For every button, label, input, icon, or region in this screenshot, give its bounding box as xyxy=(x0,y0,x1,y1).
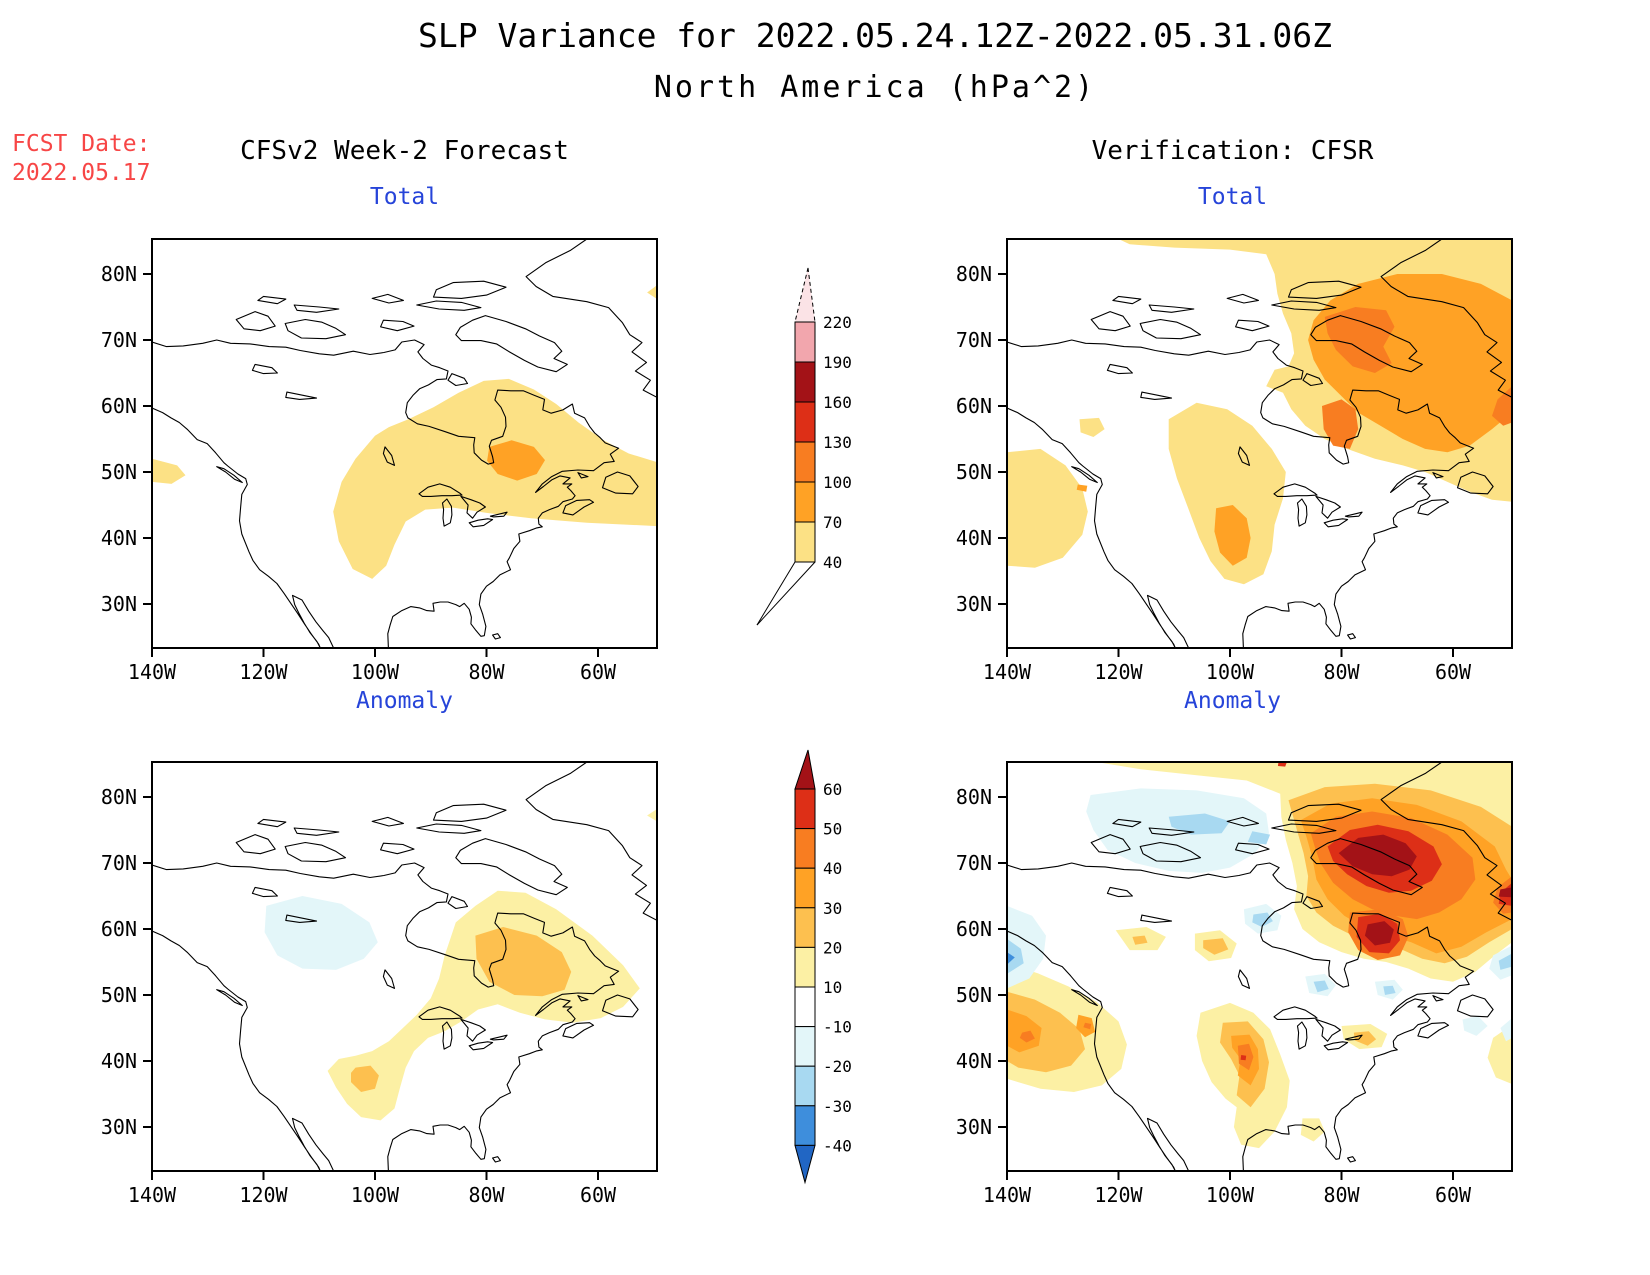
panel-title-fcst-total: Total xyxy=(369,184,440,210)
svg-text:30N: 30N xyxy=(101,592,137,616)
left-column-header: CFSv2 Week-2 Forecast xyxy=(240,136,569,166)
svg-text:130: 130 xyxy=(823,433,852,452)
svg-text:120W: 120W xyxy=(1094,660,1143,684)
svg-text:70: 70 xyxy=(823,513,842,532)
svg-text:60W: 60W xyxy=(580,1183,617,1207)
svg-text:50N: 50N xyxy=(101,460,137,484)
svg-text:60: 60 xyxy=(823,780,842,799)
svg-text:60N: 60N xyxy=(956,917,992,941)
svg-text:190: 190 xyxy=(823,353,852,372)
svg-text:80N: 80N xyxy=(101,262,137,286)
svg-text:120W: 120W xyxy=(239,1183,288,1207)
map-verif-anomaly: 80N 70N 60N 50N 40N 30N 140W 120W 100W 80W 60W xyxy=(956,761,1513,1207)
svg-text:30: 30 xyxy=(823,899,842,918)
svg-text:60W: 60W xyxy=(1435,660,1472,684)
svg-text:80N: 80N xyxy=(101,785,137,809)
svg-text:80W: 80W xyxy=(1323,1183,1360,1207)
svg-text:60W: 60W xyxy=(580,660,617,684)
svg-text:40N: 40N xyxy=(101,526,137,550)
colorbar-anomaly-scale: 60 50 40 30 20 10 -10 -20 -30 -40 xyxy=(794,749,852,1185)
svg-text:50N: 50N xyxy=(956,983,992,1007)
svg-text:60W: 60W xyxy=(1435,1183,1472,1207)
svg-text:60N: 60N xyxy=(101,917,137,941)
svg-text:-30: -30 xyxy=(823,1097,852,1116)
svg-text:30N: 30N xyxy=(101,1115,137,1139)
svg-text:20: 20 xyxy=(823,938,842,957)
svg-text:50: 50 xyxy=(823,820,842,839)
svg-text:100W: 100W xyxy=(351,660,400,684)
fcst-date-value: 2022.05.17 xyxy=(12,160,151,186)
svg-text:60N: 60N xyxy=(101,394,137,418)
svg-text:40: 40 xyxy=(823,859,842,878)
panel-title-verif-anomaly: Anomaly xyxy=(1184,688,1281,714)
svg-text:40N: 40N xyxy=(956,1049,992,1073)
svg-text:70N: 70N xyxy=(956,328,992,352)
svg-text:40: 40 xyxy=(823,553,842,572)
main-subtitle: North America (hPa^2) xyxy=(653,70,1097,105)
svg-text:80W: 80W xyxy=(1323,660,1360,684)
main-title: SLP Variance for 2022.05.24.12Z-2022.05.… xyxy=(418,16,1332,55)
svg-text:80N: 80N xyxy=(956,262,992,286)
svg-text:140W: 140W xyxy=(128,1183,177,1207)
svg-text:100W: 100W xyxy=(1206,1183,1255,1207)
fcst-date: FCST Date: 2022.05.17 xyxy=(12,130,150,188)
svg-text:40N: 40N xyxy=(101,1049,137,1073)
svg-text:60N: 60N xyxy=(956,394,992,418)
svg-text:120W: 120W xyxy=(239,660,288,684)
svg-text:100W: 100W xyxy=(1206,660,1255,684)
svg-text:120W: 120W xyxy=(1094,1183,1143,1207)
svg-text:140W: 140W xyxy=(983,660,1032,684)
colorbar-total-scale: 220 190 160 130 100 70 40 xyxy=(756,267,852,626)
map-fcst-anomaly: 80N 70N 60N 50N 40N 30N 140W 120W 100W 80W 60W xyxy=(101,761,658,1207)
svg-text:70N: 70N xyxy=(956,851,992,875)
svg-text:80W: 80W xyxy=(468,660,505,684)
svg-text:80N: 80N xyxy=(956,785,992,809)
svg-text:160: 160 xyxy=(823,393,852,412)
panel-title-fcst-anomaly: Anomaly xyxy=(356,688,453,714)
map-verif-total: 80N 70N 60N 50N 40N 30N 140W 120W 100W 80W 60W xyxy=(956,238,1513,684)
svg-text:50N: 50N xyxy=(101,983,137,1007)
svg-text:70N: 70N xyxy=(101,851,137,875)
right-column-header: Verification: CFSR xyxy=(1091,136,1374,166)
svg-text:220: 220 xyxy=(823,313,852,332)
svg-text:140W: 140W xyxy=(128,660,177,684)
svg-text:40N: 40N xyxy=(956,526,992,550)
svg-text:80W: 80W xyxy=(468,1183,505,1207)
panel-title-verif-total: Total xyxy=(1197,184,1268,210)
svg-text:70N: 70N xyxy=(101,328,137,352)
svg-text:10: 10 xyxy=(823,978,842,997)
svg-text:30N: 30N xyxy=(956,1115,992,1139)
svg-text:-40: -40 xyxy=(823,1136,852,1155)
svg-text:100W: 100W xyxy=(351,1183,400,1207)
svg-text:-20: -20 xyxy=(823,1057,852,1076)
svg-text:-10: -10 xyxy=(823,1018,852,1037)
svg-text:100: 100 xyxy=(823,473,852,492)
fcst-date-label: FCST Date: xyxy=(12,131,151,157)
map-fcst-total: 80N 70N 60N 50N 40N 30N 140W 120W 100W 80W 60W xyxy=(101,238,658,684)
svg-text:140W: 140W xyxy=(983,1183,1032,1207)
svg-text:50N: 50N xyxy=(956,460,992,484)
svg-text:30N: 30N xyxy=(956,592,992,616)
